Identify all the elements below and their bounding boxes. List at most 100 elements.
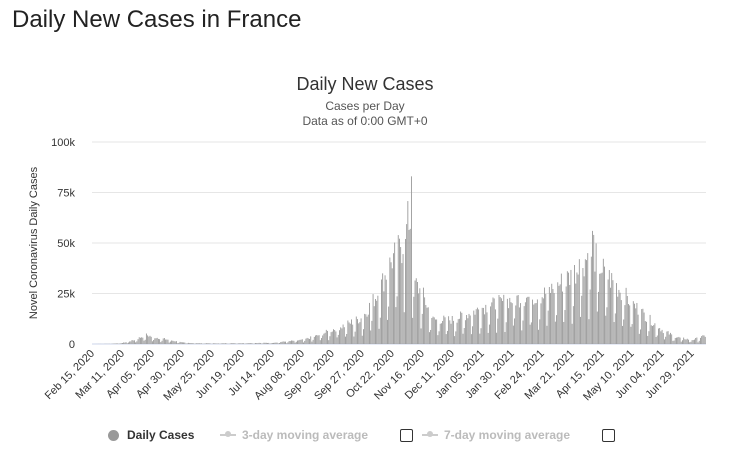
bar [208,343,210,344]
bar [175,341,177,344]
bar [141,337,143,344]
bar [341,328,343,344]
bar [243,343,244,344]
bar [340,327,342,344]
bar [298,340,300,344]
bar [518,307,520,344]
bar [534,303,536,344]
y-tick-label: 25k [57,289,75,301]
bar [382,273,384,344]
bar [322,335,324,344]
bar [307,338,309,344]
bar [614,313,616,344]
bar [367,314,369,344]
bar [438,331,440,344]
bar [299,339,301,344]
bar [473,310,475,344]
bar [689,342,691,344]
bar [277,343,279,344]
bar [565,286,567,344]
bar [485,304,487,344]
bar [151,341,153,344]
bar [315,335,316,344]
bar [177,343,179,344]
bar [676,337,677,344]
bar [289,341,291,344]
bar [685,339,687,344]
bar [498,295,500,344]
bar [161,340,163,344]
bar [431,318,433,344]
bar [596,311,598,344]
bar [124,342,126,344]
bar [321,338,322,344]
bar [646,321,647,344]
bar [644,321,646,344]
legend-item-3-day-average[interactable]: 3-day moving average [220,428,368,442]
bar [317,335,319,344]
bar [149,335,151,344]
bar [394,242,396,344]
bar [148,336,150,344]
bar [378,328,380,344]
bar [576,272,578,344]
bar [275,342,277,344]
bar [629,305,631,344]
checkbox-3-day-average[interactable] [400,429,413,442]
legend-item-7-day-average[interactable]: 7-day moving average [422,428,570,442]
bar [313,336,315,344]
bar [119,343,121,344]
checkbox-7-day-average[interactable] [602,429,615,442]
bar [476,307,478,344]
bar [155,338,157,344]
bar [306,337,308,344]
legend: Daily Cases 3-day moving average 7-day m… [0,428,730,448]
bar [384,275,386,344]
bar [352,324,354,344]
bar [360,318,362,344]
bar [361,335,363,344]
chart-subtitle-date: Data as of 0:00 GMT+0 [302,114,427,128]
bar [267,342,268,344]
bar [283,341,285,344]
bar [171,340,173,344]
bar [343,327,345,344]
bar [587,253,589,344]
bar [511,303,513,344]
bar [702,335,704,344]
bar [241,343,243,344]
bar [504,331,506,344]
bar [280,342,282,344]
y-tick-label: 50k [57,238,75,250]
bar [492,297,494,344]
bar [562,291,563,344]
chart-title: Daily New Cases [296,74,433,94]
bar [672,340,674,344]
bar [584,259,586,344]
bar [509,297,511,344]
bar [545,293,547,344]
bar [238,343,240,344]
bar [291,340,292,344]
bar [334,330,336,344]
bar [552,289,554,344]
bar [524,302,526,344]
bar [520,303,522,344]
bar [279,342,280,344]
bar [245,343,247,344]
bar [178,342,180,344]
bar [460,311,462,344]
legend-item-daily-cases[interactable]: Daily Cases [108,428,194,442]
bar [563,321,565,344]
y-axis-label: Novel Coronavirus Daily Cases [28,166,40,319]
bar [487,332,489,344]
bar [703,335,705,344]
bar [527,296,529,344]
bar [553,293,555,344]
bar [557,282,559,344]
y-tick-label: 75k [57,188,75,200]
bar [443,315,445,344]
bar [144,339,146,344]
bar [255,343,256,344]
legend-label: Daily Cases [127,428,195,442]
